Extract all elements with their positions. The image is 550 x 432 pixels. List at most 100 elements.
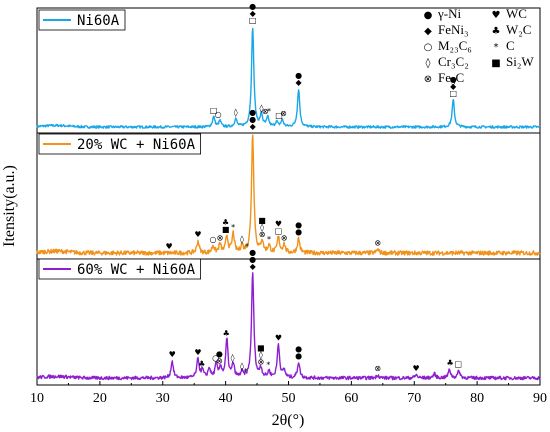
phase-marker-symbol: ○ — [210, 235, 217, 244]
phase-marker: □ — [454, 360, 462, 369]
phase-legend-label: Fe₃C — [438, 70, 464, 85]
x-tick-label: 40 — [219, 391, 233, 406]
phase-legend-item: ○ M₂₃C₆ — [424, 38, 472, 53]
phase-marker-symbol: ◆ — [250, 262, 257, 271]
phase-marker-symbol: ● — [216, 350, 223, 359]
phase-marker-symbol: ◊ — [240, 235, 244, 244]
phase-legend-label: Si₂W — [506, 54, 534, 69]
phase-legend: ● γ-Ni◆ FeNi₃○ M₂₃C₆◊ Cr₃C₂⊗ Fe₃C♥ WC♣ W₂C* C■ Si… — [424, 6, 535, 85]
phase-legend-item: ⊗ Fe₃C — [424, 70, 464, 85]
phase-marker-symbol: ● — [295, 344, 302, 353]
phase-marker-symbol: ♥ — [169, 350, 176, 359]
phase-legend-symbol: ○ — [424, 42, 433, 53]
phase-marker-symbol: ◊ — [260, 223, 264, 232]
phase-marker: ♥□ — [275, 219, 283, 235]
phase-marker-symbol: ♥ — [413, 364, 420, 373]
x-tick-label: 60 — [344, 391, 358, 406]
phase-marker-symbol: * — [231, 223, 235, 232]
series-legend-2: 20% WC + Ni60A — [38, 133, 202, 155]
phase-legend-symbol: * — [494, 42, 499, 53]
series-legend-label: 60% WC + Ni60A — [77, 262, 196, 278]
phase-marker-symbol: ◆ — [450, 82, 457, 91]
phase-marker: ⊗ — [217, 234, 224, 243]
phase-marker: ♥ — [194, 348, 201, 357]
phase-marker: ●◆ — [295, 71, 302, 87]
phase-marker: ◊ — [231, 353, 235, 362]
phase-marker-symbol: ● — [249, 248, 256, 257]
phase-marker-symbol: ⊗ — [374, 238, 381, 247]
phase-marker: ♣ — [223, 329, 230, 338]
phase-marker-symbol: ○ — [215, 110, 222, 119]
phase-marker-symbol: ⊗ — [216, 357, 223, 366]
phase-marker: ♥ — [194, 230, 201, 239]
phase-marker: ♥ — [169, 350, 176, 359]
phase-legend-item: * C — [494, 38, 515, 53]
x-axis: 10 20 30 40 50 60 70 80 90 — [30, 381, 547, 406]
phase-marker-symbol: ◆ — [250, 9, 257, 18]
phase-marker: ◊ — [234, 108, 238, 117]
phase-marker: ⊗ — [262, 107, 269, 116]
phase-marker-symbol: ♣ — [223, 329, 230, 338]
phase-marker: ♣ — [447, 359, 454, 368]
phase-marker-symbol: ◊ — [259, 104, 263, 113]
phase-marker-symbol: ⊗ — [374, 364, 381, 373]
phase-marker: ●●◆ — [249, 248, 256, 271]
x-tick-label: 10 — [30, 391, 44, 406]
series-line-3 — [36, 272, 541, 381]
phase-marker-symbol: □ — [275, 111, 283, 120]
phase-legend-item: ♣ W₂C — [492, 22, 532, 37]
phase-marker: ⊗ — [374, 238, 381, 247]
series-legend-label: Ni60A — [77, 13, 120, 29]
phase-marker-symbol: ● — [249, 2, 256, 11]
phase-marker-symbol: ♥ — [275, 333, 282, 342]
phase-marker: ◊ — [240, 362, 244, 371]
series-lines — [36, 27, 541, 381]
phase-legend-label: W₂C — [506, 22, 531, 37]
phase-legend-item: ♥ WC — [492, 6, 527, 21]
phase-marker: * — [267, 235, 271, 244]
phase-marker: ♣■ — [222, 218, 230, 234]
phase-legend-symbol: ■ — [491, 58, 500, 69]
phase-legend-label: C — [506, 38, 515, 53]
phase-marker: ◊ — [240, 235, 244, 244]
phase-marker-symbol: ■ — [222, 225, 230, 234]
series-legend-box — [38, 9, 126, 31]
phase-marker-symbol: ⊗ — [217, 234, 224, 243]
phase-marker-symbol: ● — [450, 75, 457, 84]
phase-marker: * — [267, 107, 271, 116]
series-legend-box — [38, 133, 202, 155]
phase-marker-symbol: ● — [295, 221, 302, 230]
phase-marker-symbol: ● — [295, 228, 302, 237]
phase-marker: ●●◆ — [249, 108, 256, 131]
phase-marker-symbol: □ — [449, 89, 457, 98]
phase-legend-symbol: ◊ — [426, 57, 431, 69]
phase-marker-symbol: ♣ — [222, 218, 229, 227]
phase-marker: ⊗ — [374, 364, 381, 373]
phase-marker-symbol: ■ — [257, 344, 265, 353]
phase-legend-label: M₂₃C₆ — [438, 38, 472, 53]
phase-legend-symbol: ⊗ — [424, 74, 432, 85]
phase-legend-label: γ-Ni — [437, 6, 461, 21]
phase-marker-symbol: ● — [295, 351, 302, 360]
phase-legend-symbol: ♥ — [492, 10, 501, 21]
phase-marker: ♥ — [275, 333, 282, 342]
phase-marker-symbol: * — [245, 242, 249, 251]
phase-marker: ○ — [210, 235, 217, 244]
series-legend-label: 20% WC + Ni60A — [77, 137, 196, 153]
phase-marker-symbol: ♥ — [194, 348, 201, 357]
phase-marker: * — [266, 361, 270, 370]
x-tick-label: 50 — [282, 391, 296, 406]
phase-marker: ●● — [295, 221, 302, 237]
phase-marker-symbol: ⊗ — [257, 358, 264, 367]
phase-marker-symbol: ● — [295, 71, 302, 80]
phase-markers: ●◆□●◆ ●◆□□○ ◊ ◊⊗* □⊗●●◆♥♥○ ⊗♣■ *◊*■◊⊗*♥□⊗●●⊗●●… — [165, 2, 462, 376]
phase-marker-symbol: ♥ — [165, 242, 172, 251]
series-legend-1: Ni60A — [38, 9, 126, 31]
phase-marker: * — [245, 242, 249, 251]
phase-legend-item: ● γ-Ni — [424, 6, 462, 21]
phase-legend-item: ◆ FeNi₃ — [424, 22, 468, 37]
phase-marker: ♥ — [165, 242, 172, 251]
phase-legend-label: WC — [506, 6, 527, 21]
phase-marker-symbol: ◊ — [231, 353, 235, 362]
